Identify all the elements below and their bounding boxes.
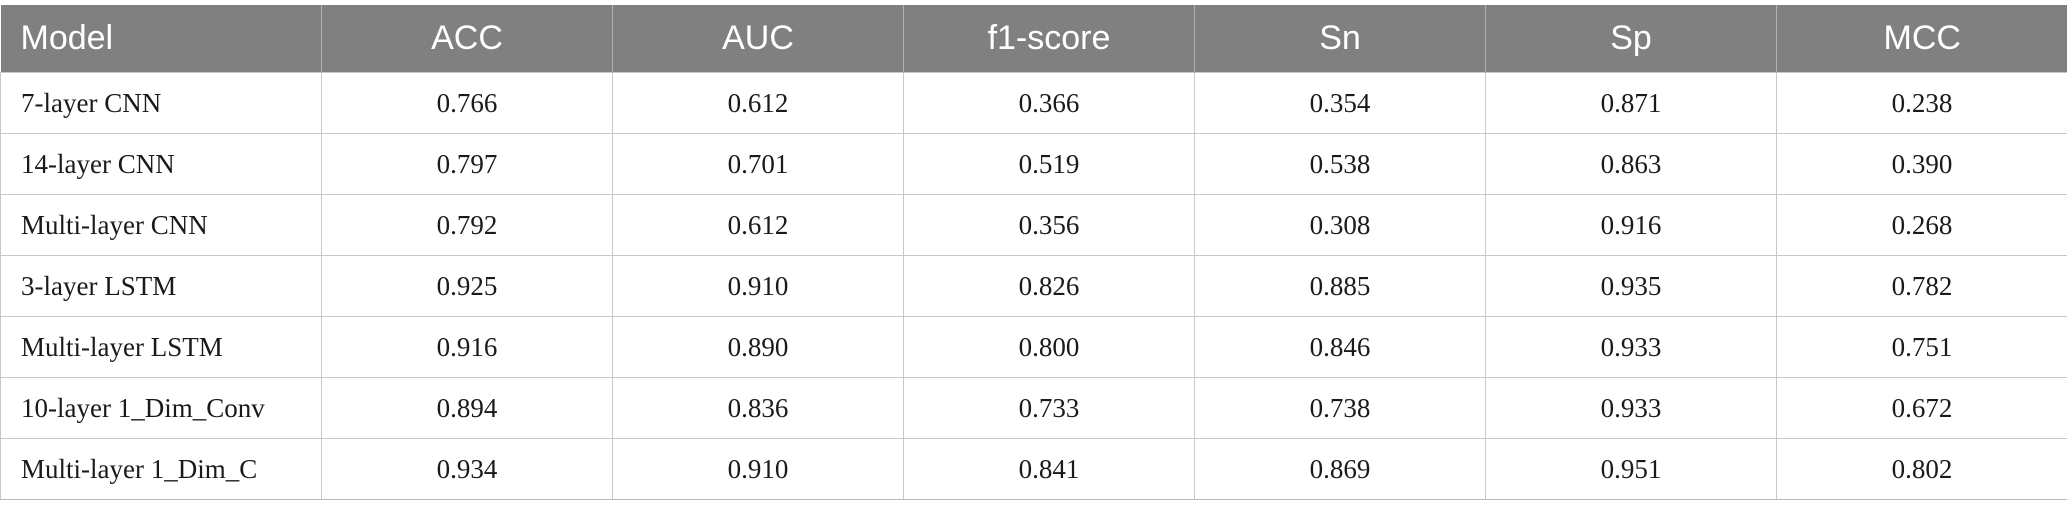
cell-f1-score: 0.800 bbox=[903, 316, 1195, 378]
cell-mcc: 0.751 bbox=[1776, 316, 2067, 378]
cell-auc: 0.701 bbox=[612, 133, 904, 195]
cell-sn: 0.354 bbox=[1194, 72, 1486, 134]
table-row: 14-layer CNN 0.797 0.701 0.519 0.538 0.8… bbox=[0, 133, 2067, 195]
cell-sp: 0.916 bbox=[1485, 194, 1777, 256]
model-metrics-table: Model ACC AUC f1-score Sn Sp MCC 7-layer… bbox=[0, 5, 2067, 500]
cell-f1-score: 0.519 bbox=[903, 133, 1195, 195]
cell-auc: 0.910 bbox=[612, 255, 904, 317]
header-acc: ACC bbox=[321, 5, 613, 73]
cell-sn: 0.738 bbox=[1194, 377, 1486, 439]
header-sn: Sn bbox=[1194, 5, 1486, 73]
cell-f1-score: 0.826 bbox=[903, 255, 1195, 317]
header-f1-score: f1-score bbox=[903, 5, 1195, 73]
table-body: 7-layer CNN 0.766 0.612 0.366 0.354 0.87… bbox=[0, 72, 2067, 500]
cell-acc: 0.894 bbox=[321, 377, 613, 439]
cell-model: Multi-layer 1_Dim_C bbox=[0, 438, 322, 500]
header-mcc: MCC bbox=[1776, 5, 2067, 73]
table-row: Multi-layer LSTM 0.916 0.890 0.800 0.846… bbox=[0, 316, 2067, 378]
cell-acc: 0.934 bbox=[321, 438, 613, 500]
table-row: 10-layer 1_Dim_Conv 0.894 0.836 0.733 0.… bbox=[0, 377, 2067, 439]
cell-mcc: 0.802 bbox=[1776, 438, 2067, 500]
cell-model: Multi-layer LSTM bbox=[0, 316, 322, 378]
cell-sn: 0.869 bbox=[1194, 438, 1486, 500]
cell-sp: 0.863 bbox=[1485, 133, 1777, 195]
cell-f1-score: 0.733 bbox=[903, 377, 1195, 439]
cell-sn: 0.885 bbox=[1194, 255, 1486, 317]
header-auc: AUC bbox=[612, 5, 904, 73]
cell-acc: 0.925 bbox=[321, 255, 613, 317]
cell-acc: 0.916 bbox=[321, 316, 613, 378]
cell-f1-score: 0.366 bbox=[903, 72, 1195, 134]
cell-auc: 0.836 bbox=[612, 377, 904, 439]
cell-mcc: 0.238 bbox=[1776, 72, 2067, 134]
cell-f1-score: 0.356 bbox=[903, 194, 1195, 256]
cell-model: 10-layer 1_Dim_Conv bbox=[0, 377, 322, 439]
cell-sp: 0.935 bbox=[1485, 255, 1777, 317]
cell-sp: 0.951 bbox=[1485, 438, 1777, 500]
table-row: Multi-layer CNN 0.792 0.612 0.356 0.308 … bbox=[0, 194, 2067, 256]
cell-acc: 0.797 bbox=[321, 133, 613, 195]
header-sp: Sp bbox=[1485, 5, 1777, 73]
cell-sp: 0.933 bbox=[1485, 316, 1777, 378]
cell-mcc: 0.390 bbox=[1776, 133, 2067, 195]
cell-mcc: 0.782 bbox=[1776, 255, 2067, 317]
header-model: Model bbox=[0, 5, 322, 73]
table-row: 3-layer LSTM 0.925 0.910 0.826 0.885 0.9… bbox=[0, 255, 2067, 317]
cell-acc: 0.766 bbox=[321, 72, 613, 134]
cell-model: 3-layer LSTM bbox=[0, 255, 322, 317]
cell-auc: 0.890 bbox=[612, 316, 904, 378]
header-row: Model ACC AUC f1-score Sn Sp MCC bbox=[0, 5, 2067, 73]
results-table-container: Model ACC AUC f1-score Sn Sp MCC 7-layer… bbox=[0, 5, 2067, 500]
cell-model: 14-layer CNN bbox=[0, 133, 322, 195]
table-header: Model ACC AUC f1-score Sn Sp MCC bbox=[0, 5, 2067, 73]
cell-f1-score: 0.841 bbox=[903, 438, 1195, 500]
cell-auc: 0.612 bbox=[612, 72, 904, 134]
table-row: 7-layer CNN 0.766 0.612 0.366 0.354 0.87… bbox=[0, 72, 2067, 134]
cell-auc: 0.612 bbox=[612, 194, 904, 256]
cell-acc: 0.792 bbox=[321, 194, 613, 256]
cell-mcc: 0.672 bbox=[1776, 377, 2067, 439]
cell-sp: 0.933 bbox=[1485, 377, 1777, 439]
cell-mcc: 0.268 bbox=[1776, 194, 2067, 256]
table-row: Multi-layer 1_Dim_C 0.934 0.910 0.841 0.… bbox=[0, 438, 2067, 500]
cell-auc: 0.910 bbox=[612, 438, 904, 500]
cell-sn: 0.308 bbox=[1194, 194, 1486, 256]
cell-sp: 0.871 bbox=[1485, 72, 1777, 134]
cell-model: Multi-layer CNN bbox=[0, 194, 322, 256]
cell-model: 7-layer CNN bbox=[0, 72, 322, 134]
cell-sn: 0.538 bbox=[1194, 133, 1486, 195]
cell-sn: 0.846 bbox=[1194, 316, 1486, 378]
